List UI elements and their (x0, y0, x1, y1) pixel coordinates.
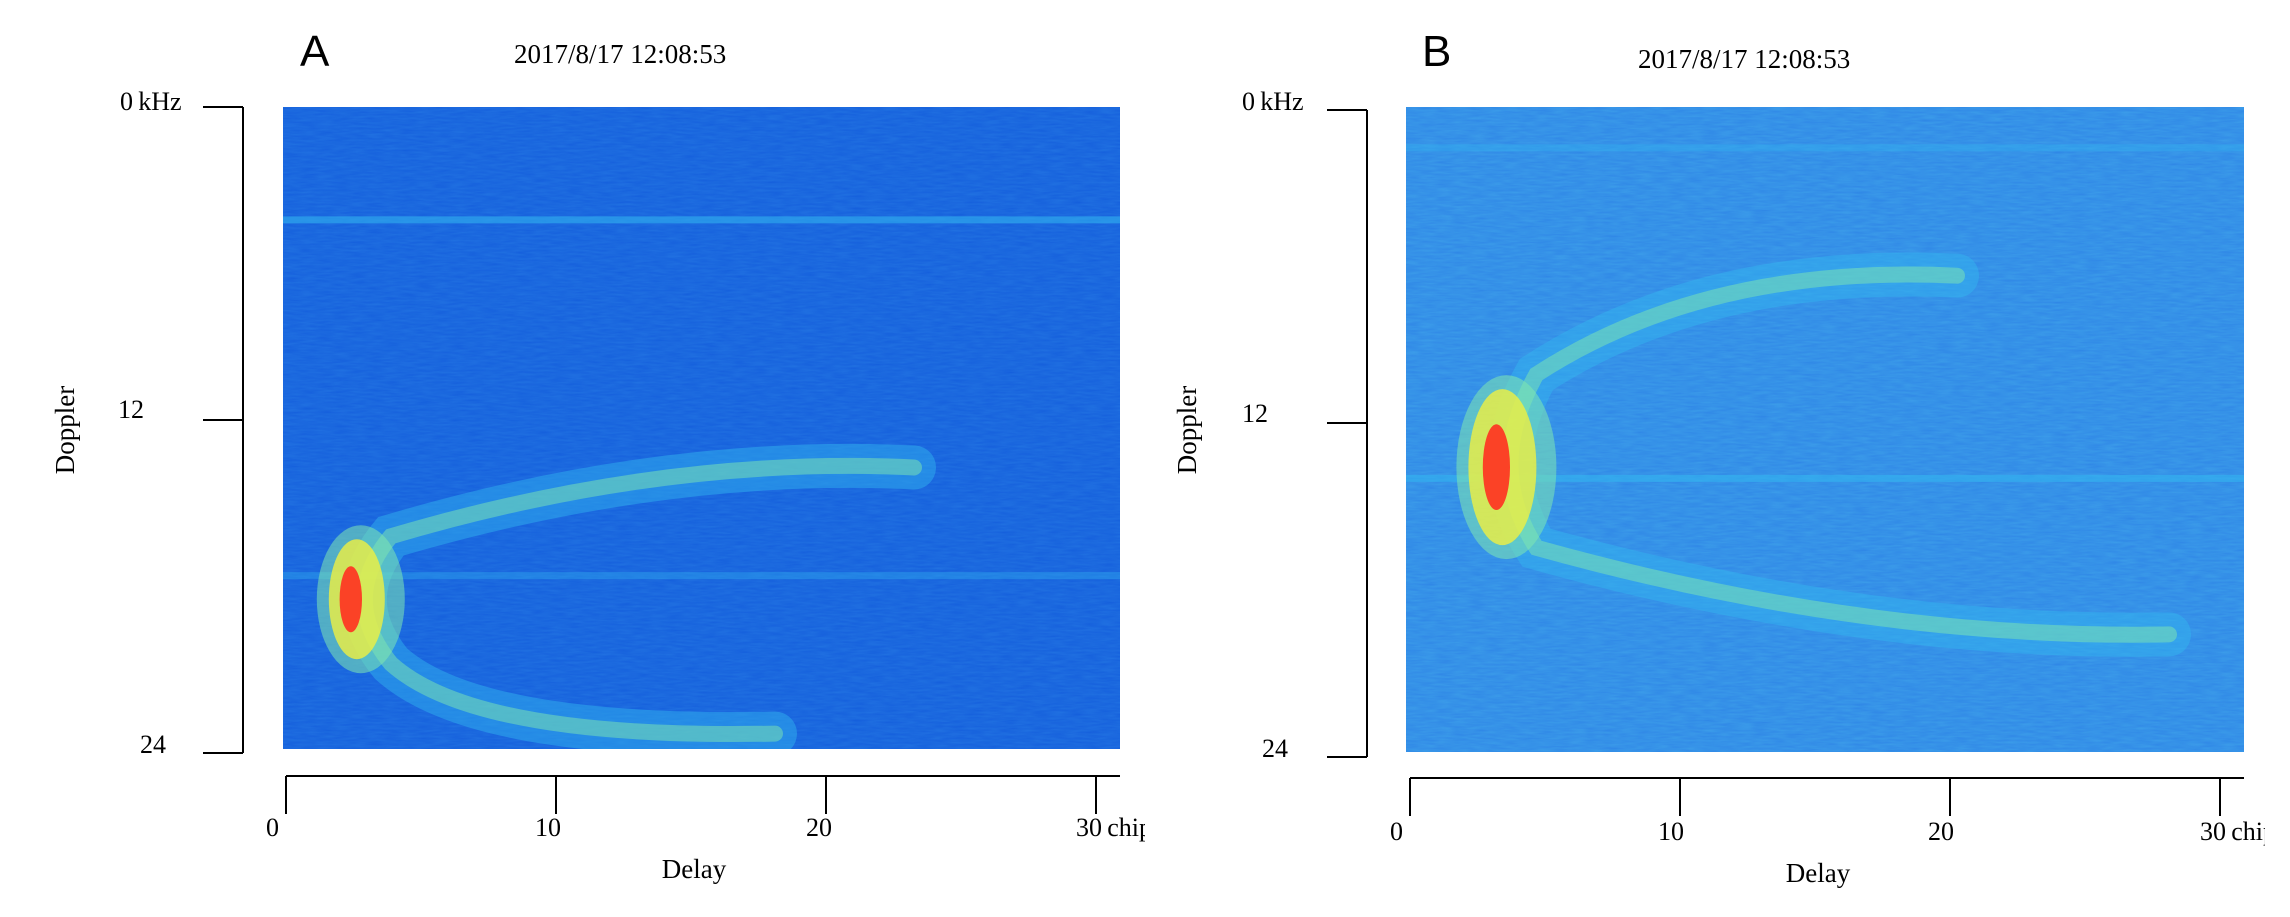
y-tick-label-0: 0 kHz (1242, 87, 1304, 116)
heatmap-features (1406, 144, 2244, 657)
chart-b-svg: B 2017/8/17 12:08:53 0 kHz 12 24 Doppler… (1172, 27, 2265, 888)
x-tick-label-0: 0 (266, 813, 279, 842)
heatmap-a (283, 107, 1120, 749)
y-tick-label-24: 24 (1262, 734, 1288, 763)
heatmap-features (283, 216, 1120, 749)
horizontal-band (283, 216, 1120, 224)
y-axis-a: 0 kHz 12 24 Doppler (50, 87, 244, 759)
heatmap-noise (283, 107, 1120, 749)
x-tick-label-20: 20 (1928, 817, 1954, 846)
timestamp: 2017/8/17 12:08:53 (514, 39, 726, 69)
x-axis-title: Delay (1786, 858, 1851, 888)
x-axis-b: 0 10 20 30 chip Delay (1390, 777, 2265, 888)
timestamp: 2017/8/17 12:08:53 (1638, 44, 1850, 74)
peak-max (339, 566, 362, 633)
y-axis-title: Doppler (50, 386, 80, 474)
x-tick-label-20: 20 (806, 813, 832, 842)
x-tick-label-30: 30 chip (1076, 813, 1145, 842)
heatmap-b (1406, 107, 2244, 752)
y-axis-b: 0 kHz 12 24 Doppler (1172, 87, 1368, 763)
y-axis-title: Doppler (1172, 386, 1202, 474)
horizontal-band (1406, 474, 2244, 482)
x-tick-label-10: 10 (535, 813, 561, 842)
peak-max (1482, 424, 1510, 511)
x-tick-label-30: 30 chip (2200, 817, 2265, 846)
horizontal-band (1406, 144, 2244, 152)
y-tick-label-0: 0 kHz (120, 87, 182, 116)
y-tick-label-24: 24 (140, 730, 166, 759)
x-tick-label-0: 0 (1390, 817, 1403, 846)
horizontal-band (283, 572, 1120, 580)
y-tick-label-12: 12 (1242, 399, 1268, 428)
x-axis-title: Delay (662, 854, 727, 884)
x-tick-label-10: 10 (1658, 817, 1684, 846)
panel-label: A (300, 27, 330, 76)
y-tick-label-12: 12 (118, 395, 144, 424)
panel-label: B (1422, 27, 1451, 76)
chart-a-svg: A 2017/8/17 12:08:53 0 kHz 12 24 Doppler (50, 27, 1145, 884)
panel-a: A 2017/8/17 12:08:53 0 kHz 12 24 Doppler (50, 27, 1145, 884)
panel-b: B 2017/8/17 12:08:53 0 kHz 12 24 Doppler… (1120, 0, 2265, 917)
x-axis-a: 0 10 20 30 chip Delay (266, 775, 1145, 884)
